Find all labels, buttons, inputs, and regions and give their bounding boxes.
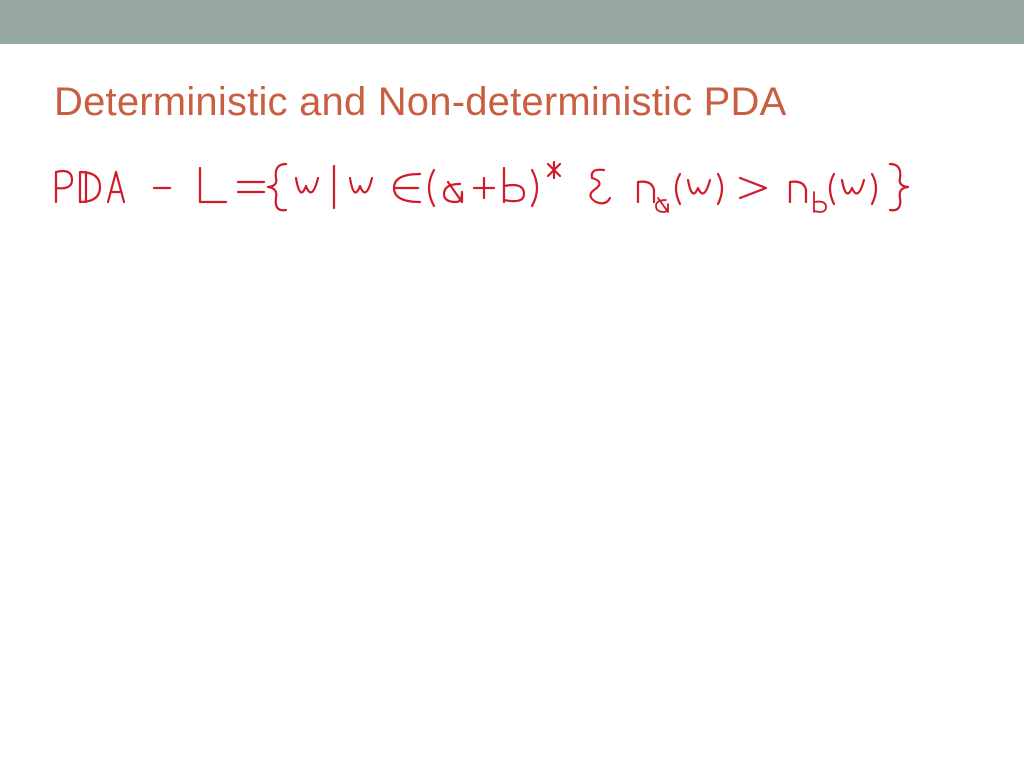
hw-lbrace [268, 164, 286, 210]
handwritten-formula [50, 158, 950, 238]
hw-sub-a [656, 198, 668, 212]
top-bar [0, 0, 1024, 44]
hw-pda-label [56, 171, 124, 202]
hw-w2 [350, 178, 372, 192]
hw-rbrace [890, 164, 908, 210]
hw-plus [474, 178, 494, 198]
hw-w4 [842, 180, 864, 193]
hw-n1 [638, 182, 654, 202]
hw-w3 [688, 180, 710, 193]
hw-rparen3 [872, 174, 876, 204]
hw-ampersand [590, 170, 610, 204]
hw-star [548, 162, 560, 178]
hw-rparen1 [532, 170, 537, 206]
hw-rparen2 [718, 174, 722, 204]
hw-b1 [504, 168, 524, 202]
hw-w1 [296, 178, 318, 192]
hw-lparen3 [830, 174, 834, 204]
hw-n2 [790, 182, 806, 202]
hw-a1 [444, 182, 462, 202]
hw-sub-b [814, 192, 826, 212]
hw-gt [740, 178, 766, 198]
slide-title: Deterministic and Non-deterministic PDA [0, 44, 1024, 125]
hw-L [200, 168, 226, 202]
hw-equals [238, 182, 264, 192]
hw-elementof [394, 174, 420, 202]
hw-lparen2 [676, 174, 680, 204]
hw-lparen1 [429, 170, 434, 206]
